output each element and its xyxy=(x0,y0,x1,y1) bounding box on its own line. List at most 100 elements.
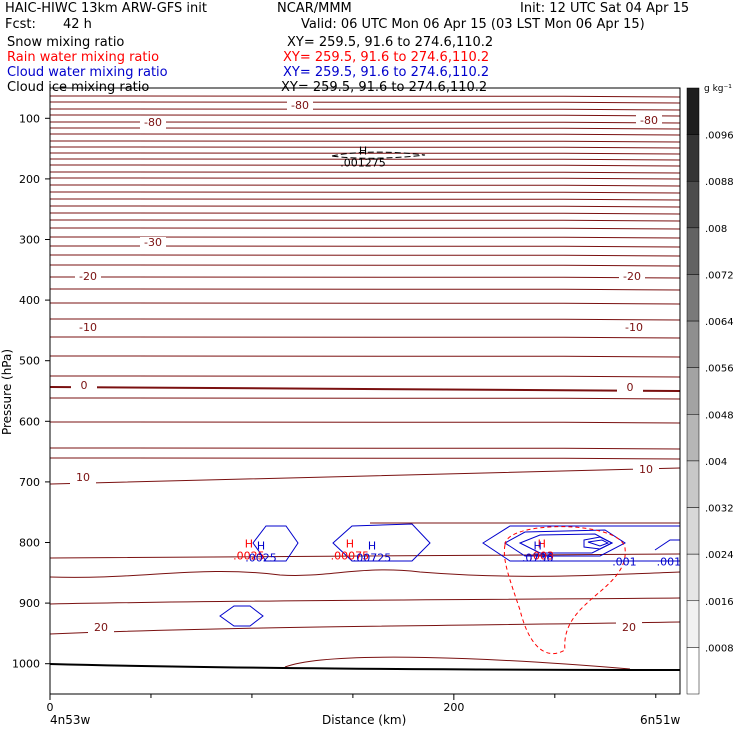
plot-frame xyxy=(49,87,681,695)
cloud-ice-max-marker: H xyxy=(359,145,367,158)
x-tick-label: 0 xyxy=(47,701,54,714)
y-tick-label: 1000 xyxy=(12,658,40,671)
temperature-contour xyxy=(49,276,681,279)
colorbar-tick-label: .008 xyxy=(705,224,727,235)
chart-org: NCAR/MMM xyxy=(277,1,352,16)
y-tick-label: 500 xyxy=(19,355,40,368)
y-axis-title: Pressure (hPa) xyxy=(0,348,15,436)
rain-max-value: .00075 xyxy=(331,549,370,562)
temperature-contour xyxy=(49,127,681,130)
rain-contour xyxy=(503,526,626,655)
temperature-contour xyxy=(49,457,681,460)
temperature-contour xyxy=(49,95,681,98)
cloud-water-contour xyxy=(252,525,299,562)
temperature-contour xyxy=(49,397,681,400)
y-tick-label: 800 xyxy=(19,537,40,550)
temperature-contour xyxy=(49,219,681,222)
cloud-ice-contour xyxy=(331,151,426,159)
colorbar: .0008 .0016 .0024 .0032 .004 .0048 .0056 .0064.… xyxy=(686,87,734,695)
temperature-contour-label: 10 xyxy=(639,463,653,476)
ground-line xyxy=(49,663,681,671)
temperature-contour xyxy=(49,597,681,605)
contour-label-bg xyxy=(88,622,114,634)
temperature-contour xyxy=(49,447,681,450)
temperature-contour-label: -10 xyxy=(79,321,97,334)
temperature-contour xyxy=(49,191,681,194)
temperature-contour xyxy=(49,212,681,215)
temperature-contour-label: -80 xyxy=(291,99,309,112)
forecast-hours: 42 h xyxy=(63,17,92,32)
y-tick-label: 400 xyxy=(19,294,40,307)
field-cloudwater-name: Cloud water mixing ratio xyxy=(7,65,168,80)
zero-isotherm xyxy=(49,386,681,392)
colorbar-tick-label: .0064 xyxy=(705,317,734,328)
cloud-water-contour xyxy=(587,539,610,547)
colorbar-tick-label: .0048 xyxy=(705,410,734,421)
y-tick-label: 300 xyxy=(19,234,40,247)
colorbar-tick-label: .0016 xyxy=(705,597,734,608)
contour-label-bg xyxy=(71,380,97,392)
temperature-contour xyxy=(49,171,681,174)
temperature-contour xyxy=(49,177,681,180)
colorbar-swatch xyxy=(686,460,700,508)
temperature-contour xyxy=(284,656,631,670)
colorbar-tick-label: .0096 xyxy=(705,131,734,142)
contour-label-bg xyxy=(75,271,101,283)
temperature-contour xyxy=(49,158,681,161)
temperature-contour xyxy=(49,336,681,339)
cloud-ice-contours xyxy=(331,151,426,159)
rain-max-value: .0025 xyxy=(233,549,265,562)
colorbar-swatch xyxy=(686,227,700,275)
temperature-contour-label: 10 xyxy=(76,471,90,484)
colorbar-swatch xyxy=(686,647,700,695)
cloud-water-contour xyxy=(219,605,264,627)
colorbar-swatch xyxy=(686,274,700,322)
temperature-contour xyxy=(49,198,681,201)
cloud-water-max-value: .0736 xyxy=(522,551,554,564)
field-snow-xy: XY= 259.5, 91.6 to 274.6,110.2 xyxy=(287,35,494,50)
temperature-contour xyxy=(49,421,681,424)
temperature-contour-label: 20 xyxy=(94,621,108,634)
contour-label-bg xyxy=(287,100,313,112)
temperature-contour xyxy=(49,318,681,321)
colorbar-swatch xyxy=(686,87,700,135)
colorbar-unit: g kg⁻¹ xyxy=(704,84,732,94)
rain-max-marker: H xyxy=(245,537,253,550)
cloud-water-max-marker: H xyxy=(257,539,265,552)
x-end-label: 6n51w xyxy=(640,713,681,727)
contour-label-bg xyxy=(140,117,166,129)
colorbar-swatch xyxy=(686,180,700,229)
temperature-contour-label: -30 xyxy=(144,236,162,249)
y-tick-label: 600 xyxy=(19,415,40,428)
temperature-contour xyxy=(49,569,681,578)
cloud-water-contour xyxy=(332,523,431,562)
cloud-water-contour xyxy=(583,536,614,550)
rain-max-marker: H xyxy=(346,537,354,550)
colorbar-swatch xyxy=(686,600,700,648)
temperature-contour xyxy=(49,108,681,111)
temperature-contour xyxy=(49,288,681,291)
temperature-contour xyxy=(49,236,681,239)
field-rain-xy: XY= 259.5, 91.6 to 274.6,110.2 xyxy=(283,50,490,65)
colorbar-tick-label: .004 xyxy=(705,457,727,468)
x-start-label: 4n53w xyxy=(50,713,91,727)
chart-title: HAIC-HIWC 13km ARW-GFS init xyxy=(5,1,207,16)
temperature-contour xyxy=(49,164,681,167)
colorbar-swatch xyxy=(686,320,700,368)
colorbar-swatch xyxy=(686,367,700,415)
x-axis: 0 200 xyxy=(47,694,657,714)
y-tick-label: 100 xyxy=(19,112,40,125)
cloud-water-max-value: .001 xyxy=(612,556,637,569)
temperature-contour-label: 0 xyxy=(81,379,88,392)
temperature-contour xyxy=(49,553,681,559)
rain-max-marker: H xyxy=(538,537,546,550)
contour-label-bg xyxy=(70,472,96,484)
contour-label-bg xyxy=(75,322,101,334)
temperature-contour xyxy=(49,254,681,257)
valid-time: Valid: 06 UTC Mon 06 Apr 15 (03 LST Mon … xyxy=(301,17,645,32)
y-tick-label: 700 xyxy=(19,476,40,489)
temperature-contour xyxy=(49,302,681,305)
temperature-contour xyxy=(49,264,681,267)
temperature-contour xyxy=(49,184,681,187)
